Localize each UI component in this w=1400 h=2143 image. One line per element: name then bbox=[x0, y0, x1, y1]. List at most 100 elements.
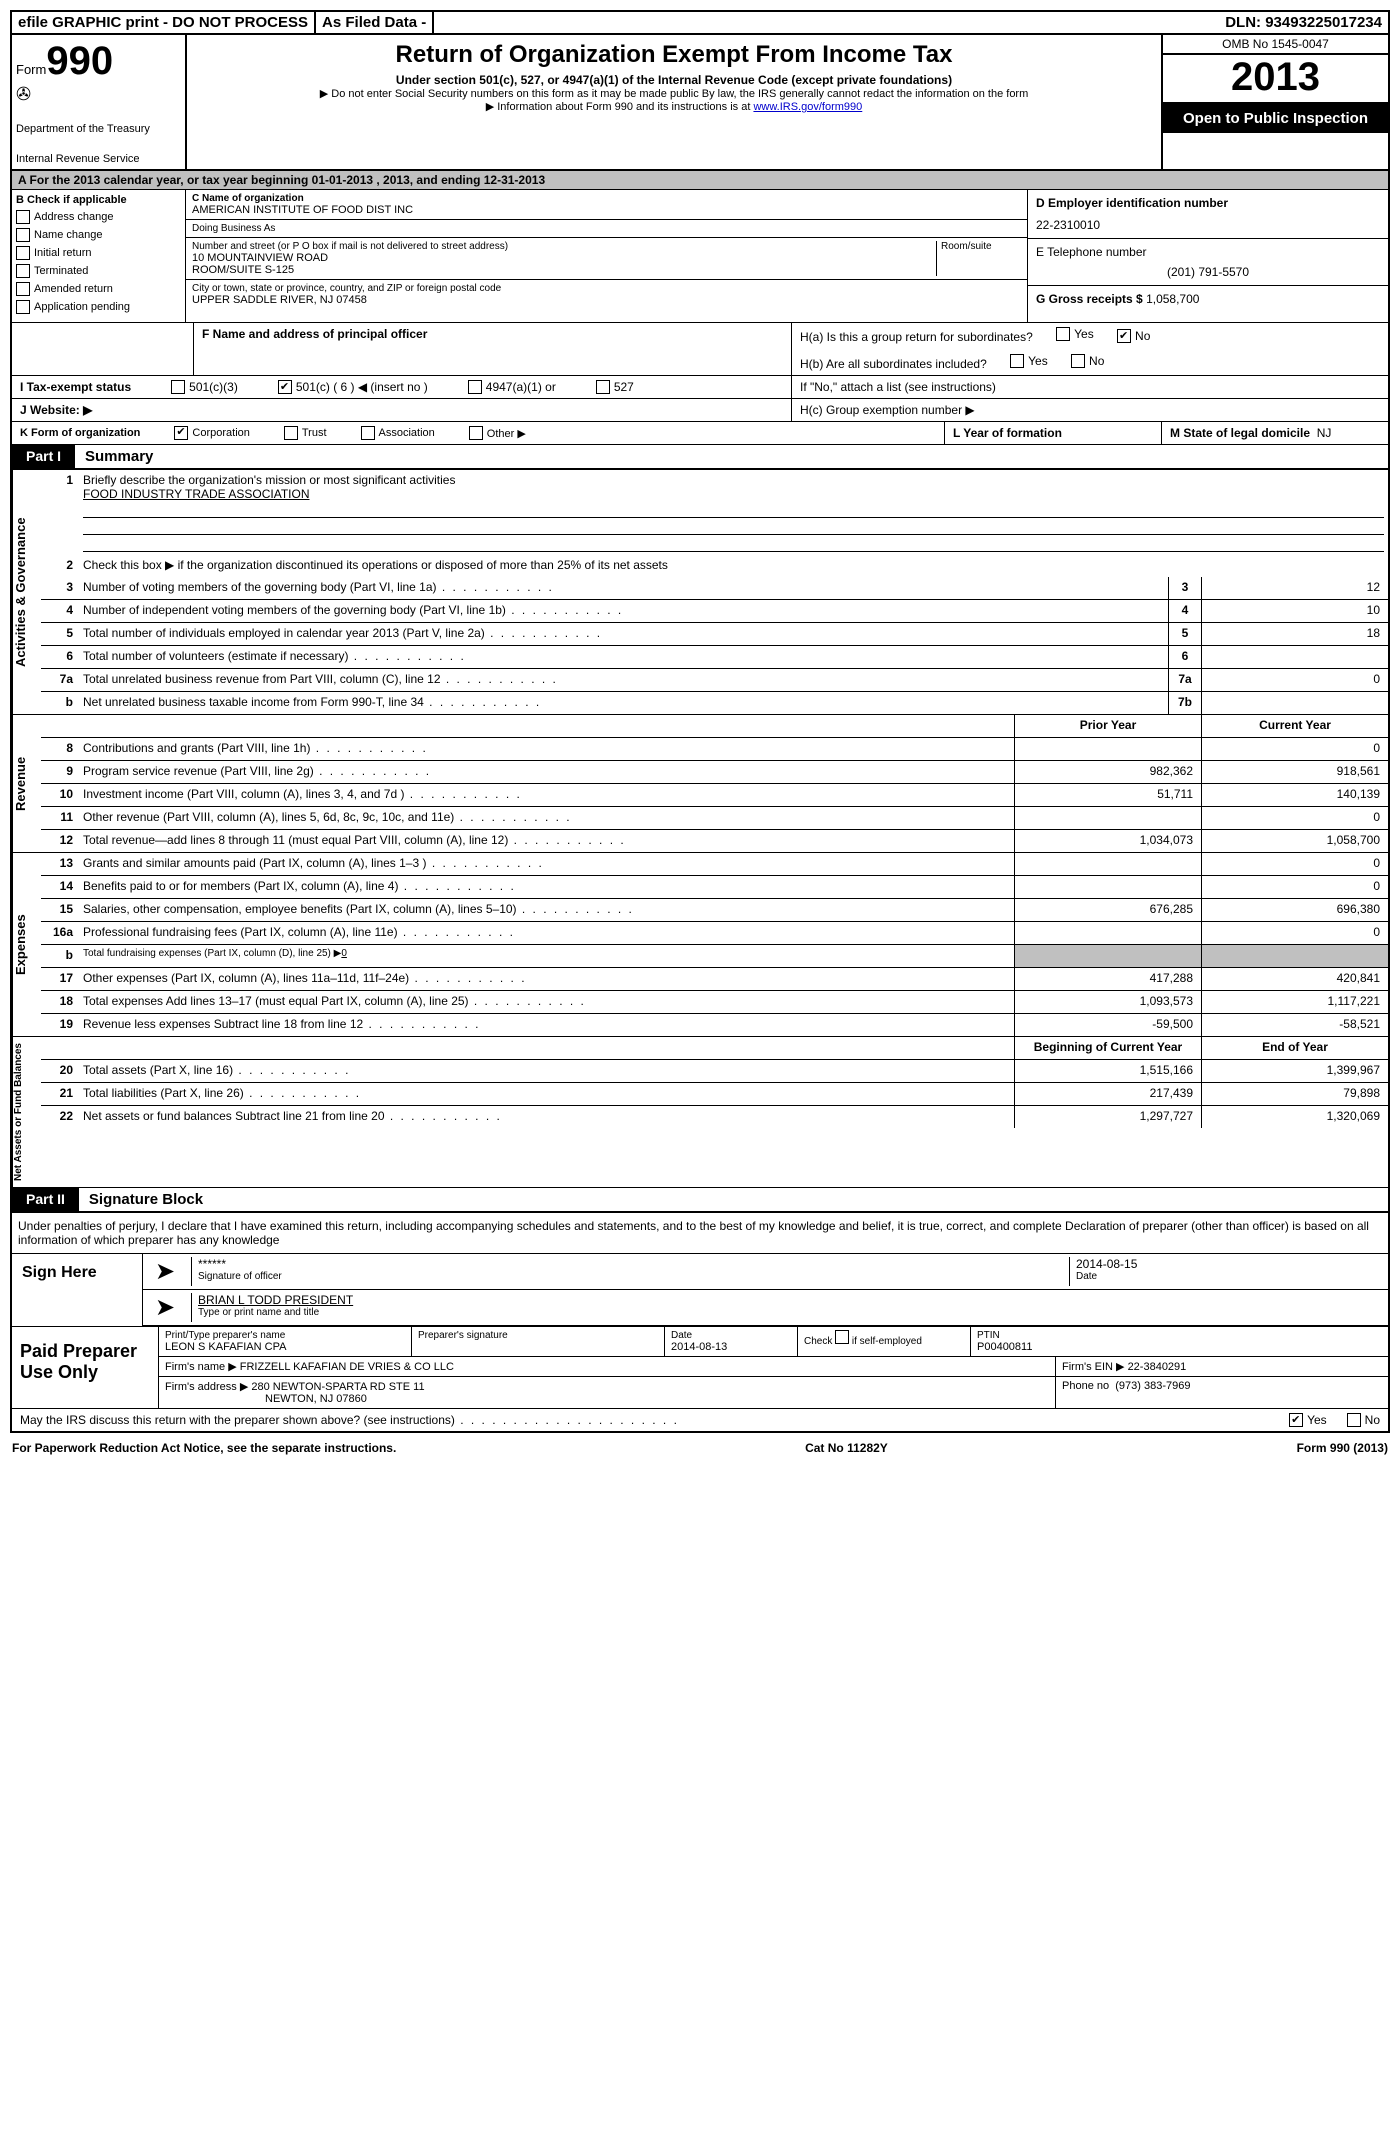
ha-yes-checkbox[interactable] bbox=[1056, 327, 1070, 341]
paperwork-notice: For Paperwork Reduction Act Notice, see … bbox=[12, 1441, 396, 1455]
table-row: 18Total expenses Add lines 13–17 (must e… bbox=[41, 991, 1388, 1014]
check-corporation[interactable] bbox=[174, 426, 188, 440]
firm-name: FRIZZELL KAFAFIAN DE VRIES & CO LLC bbox=[240, 1361, 454, 1373]
k-label: K Form of organization bbox=[20, 427, 140, 439]
dba-label: Doing Business As bbox=[192, 223, 1021, 234]
h-b: H(b) Are all subordinates included? Yes … bbox=[800, 354, 1380, 371]
form-ref: Form 990 (2013) bbox=[1297, 1441, 1388, 1455]
check-501c[interactable] bbox=[278, 380, 292, 394]
telephone: (201) 791-5570 bbox=[1036, 265, 1380, 279]
omb-number: OMB No 1545-0047 bbox=[1163, 35, 1388, 55]
revenue-section: Revenue Prior Year Current Year 8Contrib… bbox=[10, 715, 1390, 853]
self-employed-check[interactable]: Check if self‑employed bbox=[798, 1327, 971, 1356]
discuss-text: May the IRS discuss this return with the… bbox=[20, 1413, 679, 1427]
check-name-change[interactable]: Name change bbox=[16, 228, 181, 242]
check-4947[interactable] bbox=[468, 380, 482, 394]
ptin-label: PTIN bbox=[977, 1330, 1382, 1341]
addr-label: Number and street (or P O box if mail is… bbox=[192, 241, 936, 252]
officer-signature: ****** bbox=[198, 1257, 1063, 1271]
org-name: AMERICAN INSTITUTE OF FOOD DIST INC bbox=[192, 204, 1021, 216]
irs-link[interactable]: www.IRS.gov/form990 bbox=[753, 101, 862, 113]
preparer-date: 2014-08-13 bbox=[671, 1341, 791, 1353]
ha-no-checkbox[interactable] bbox=[1117, 329, 1131, 343]
part-i-title: Summary bbox=[75, 445, 163, 468]
discuss-yes-checkbox[interactable] bbox=[1289, 1413, 1303, 1427]
part-i-header: Part I Summary bbox=[10, 444, 1390, 470]
check-initial-return[interactable]: Initial return bbox=[16, 246, 181, 260]
h-a: H(a) Is this a group return for subordin… bbox=[800, 327, 1380, 344]
open-inspection: Open to Public Inspection bbox=[1163, 104, 1388, 133]
table-row: 17Other expenses (Part IX, column (A), l… bbox=[41, 968, 1388, 991]
firm-address-2: NEWTON, NJ 07860 bbox=[265, 1393, 367, 1405]
preparer-name: LEON S KAFAFIAN CPA bbox=[165, 1341, 405, 1353]
table-row: 16aProfessional fundraising fees (Part I… bbox=[41, 922, 1388, 945]
form-word: Form bbox=[16, 62, 46, 77]
check-address-change[interactable]: Address change bbox=[16, 210, 181, 224]
row-a-period: A For the 2013 calendar year, or tax yea… bbox=[10, 171, 1390, 190]
firm-addr-label: Firm's address ▶ bbox=[165, 1381, 248, 1393]
cat-no: Cat No 11282Y bbox=[805, 1441, 888, 1455]
end-year-header: End of Year bbox=[1201, 1037, 1388, 1059]
form-number: 990 bbox=[46, 39, 113, 83]
firm-phone: (973) 383-7969 bbox=[1115, 1380, 1190, 1392]
form-header: Form990 ✇ Department of the Treasury Int… bbox=[10, 35, 1390, 171]
check-501c3[interactable] bbox=[171, 380, 185, 394]
paid-preparer-row: Paid Preparer Use Only Print/Type prepar… bbox=[12, 1326, 1388, 1408]
page-footer: For Paperwork Reduction Act Notice, see … bbox=[10, 1433, 1390, 1455]
check-association[interactable] bbox=[361, 426, 375, 440]
c-label: C Name of organization bbox=[192, 193, 1021, 204]
revenue-vlabel: Revenue bbox=[12, 715, 41, 852]
begin-year-header: Beginning of Current Year bbox=[1014, 1037, 1201, 1059]
netassets-vlabel: Net Assets or Fund Balances bbox=[12, 1037, 41, 1187]
g-label: G Gross receipts $ bbox=[1036, 292, 1143, 306]
prep-date-header: Date bbox=[671, 1330, 791, 1341]
table-row: 22Net assets or fund balances Subtract l… bbox=[41, 1106, 1388, 1128]
top-bar: efile GRAPHIC print - DO NOT PROCESS As … bbox=[10, 10, 1390, 35]
hb-yes-checkbox[interactable] bbox=[1010, 354, 1024, 368]
perjury-declaration: Under penalties of perjury, I declare th… bbox=[12, 1213, 1388, 1253]
row-k: K Form of organization Corporation Trust… bbox=[10, 421, 1390, 444]
current-year-header: Current Year bbox=[1201, 715, 1388, 737]
hb-note: If "No," attach a list (see instructions… bbox=[791, 376, 1388, 398]
signature-date: 2014-08-15 bbox=[1076, 1257, 1376, 1271]
table-row: 4Number of independent voting members of… bbox=[41, 600, 1388, 623]
form-note1: ▶ Do not enter Social Security numbers o… bbox=[195, 87, 1153, 100]
table-row: 5Total number of individuals employed in… bbox=[41, 623, 1388, 646]
check-terminated[interactable]: Terminated bbox=[16, 264, 181, 278]
part-ii-header: Part II Signature Block bbox=[10, 1187, 1390, 1213]
j-label: J Website: ▶ bbox=[12, 399, 791, 421]
part-ii-title: Signature Block bbox=[79, 1188, 213, 1211]
check-application-pending[interactable]: Application pending bbox=[16, 300, 181, 314]
discuss-no-checkbox[interactable] bbox=[1347, 1413, 1361, 1427]
table-row: bNet unrelated business taxable income f… bbox=[41, 692, 1388, 714]
efile-label: efile GRAPHIC print - DO NOT PROCESS bbox=[12, 12, 316, 33]
check-amended-return[interactable]: Amended return bbox=[16, 282, 181, 296]
expenses-vlabel: Expenses bbox=[12, 853, 41, 1036]
tax-year: 2013 bbox=[1163, 55, 1388, 104]
city-label: City or town, state or province, country… bbox=[192, 283, 1021, 294]
line-1-text: Briefly describe the organization's miss… bbox=[83, 473, 455, 487]
form-title: Return of Organization Exempt From Incom… bbox=[195, 41, 1153, 69]
firm-name-label: Firm's name ▶ bbox=[165, 1361, 237, 1373]
check-trust[interactable] bbox=[284, 426, 298, 440]
e-label: E Telephone number bbox=[1036, 245, 1380, 259]
type-name-label: Type or print name and title bbox=[198, 1307, 1376, 1318]
table-row: 3Number of voting members of the governi… bbox=[41, 577, 1388, 600]
table-row: 11Other revenue (Part VIII, column (A), … bbox=[41, 807, 1388, 830]
check-527[interactable] bbox=[596, 380, 610, 394]
h-c: H(c) Group exemption number ▶ bbox=[791, 399, 1388, 421]
prior-year-header: Prior Year bbox=[1014, 715, 1201, 737]
hb-no-checkbox[interactable] bbox=[1071, 354, 1085, 368]
activities-vlabel: Activities & Governance bbox=[12, 470, 41, 714]
identification-block: B Check if applicable Address change Nam… bbox=[10, 190, 1390, 322]
discuss-row: May the IRS discuss this return with the… bbox=[12, 1408, 1388, 1431]
asfiled-label: As Filed Data - bbox=[316, 12, 434, 33]
form-note2: ▶ Information about Form 990 and its ins… bbox=[195, 100, 1153, 113]
part-ii-label: Part II bbox=[12, 1188, 79, 1211]
row-i: I Tax-exempt status 501(c)(3) 501(c) ( 6… bbox=[10, 375, 1390, 398]
dept-treasury: Department of the Treasury bbox=[16, 123, 181, 135]
street-address-1: 10 MOUNTAINVIEW ROAD bbox=[192, 252, 936, 264]
check-other[interactable] bbox=[469, 426, 483, 440]
table-row: 7aTotal unrelated business revenue from … bbox=[41, 669, 1388, 692]
dln: DLN: 93493225017234 bbox=[1219, 12, 1388, 33]
